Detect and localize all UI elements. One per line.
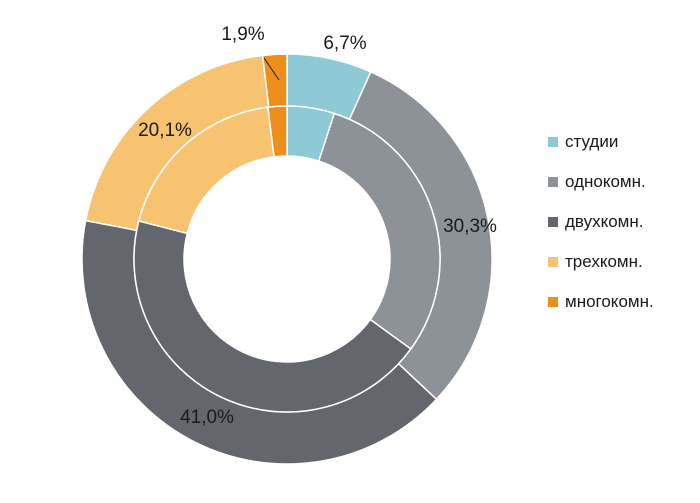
legend-label: многокомн.: [565, 292, 654, 311]
legend: студии однокомн. двухкомн. трехкомн. мно…: [548, 122, 654, 322]
legend-item-odnokomn: однокомн.: [548, 162, 654, 202]
leader-line: [263, 57, 280, 81]
data-label-3: 20,1%: [138, 120, 192, 141]
legend-label: студии: [565, 132, 619, 151]
legend-swatch: [548, 177, 558, 187]
inner-slice-2: [133, 220, 412, 413]
legend-label: однокомн.: [565, 172, 646, 191]
inner-slice-1: [317, 112, 441, 350]
legend-item-trekhkomn: трехкомн.: [548, 242, 654, 282]
data-label-0: 6,7%: [323, 33, 366, 54]
legend-swatch: [548, 257, 558, 267]
data-label-1: 30,3%: [443, 216, 497, 237]
chart-rings: [81, 53, 493, 465]
legend-swatch: [548, 217, 558, 227]
chart-labels: 6,7% 30,3% 41,0% 20,1% 1,9%: [138, 24, 497, 428]
legend-item-studii: студии: [548, 122, 654, 162]
legend-label: двухкомн.: [565, 212, 644, 231]
data-label-4: 1,9%: [221, 24, 264, 45]
inner-slice-4: [266, 105, 288, 158]
legend-swatch: [548, 297, 558, 307]
legend-label: трехкомн.: [565, 252, 643, 271]
data-label-2: 41,0%: [180, 407, 234, 428]
legend-item-mnogokomn: многокомн.: [548, 282, 654, 322]
legend-item-dvukhkomn: двухкомн.: [548, 202, 654, 242]
legend-swatch: [548, 137, 558, 147]
